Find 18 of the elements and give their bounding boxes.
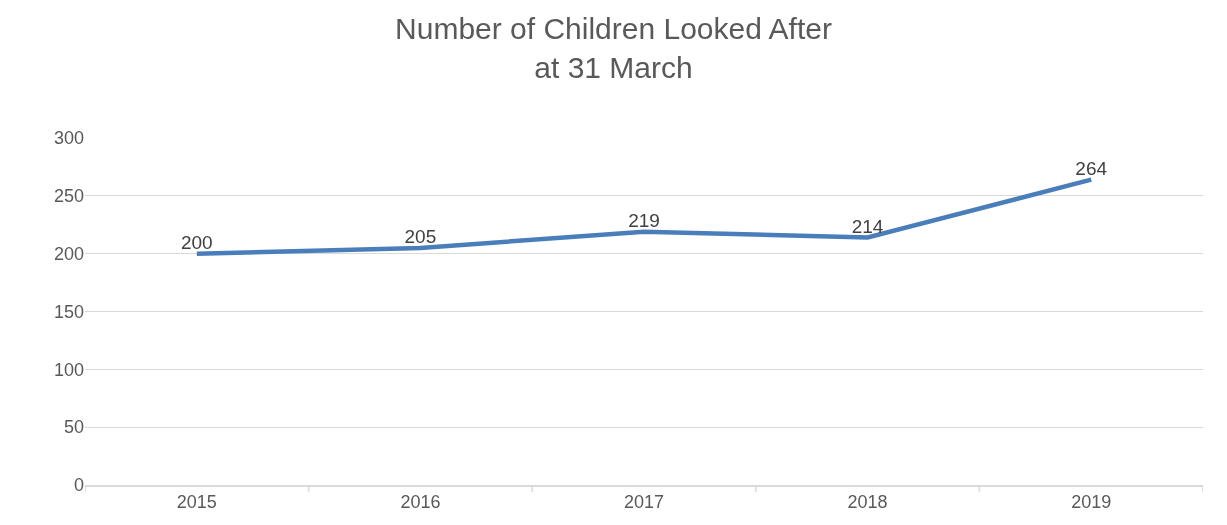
x-tick-label: 2015	[176, 492, 217, 513]
data-label: 264	[1075, 157, 1108, 179]
y-tick-label: 250	[53, 186, 84, 207]
data-label: 200	[180, 231, 213, 253]
y-tick-label: 100	[53, 359, 84, 380]
chart-title: Number of Children Looked After at 31 March	[395, 12, 832, 85]
data-label: 205	[404, 226, 437, 248]
x-tick-label: 2019	[1071, 492, 1112, 513]
y-tick-label: 0	[73, 475, 84, 496]
y-tick-label: 300	[53, 128, 84, 149]
x-tick-label: 2018	[847, 492, 888, 513]
data-label: 214	[851, 215, 884, 237]
x-tick-label: 2017	[623, 492, 665, 513]
y-tick-label: 50	[63, 417, 84, 438]
data-label: 219	[628, 209, 660, 231]
x-tick-label: 2016	[400, 492, 441, 513]
y-tick-label: 150	[53, 301, 84, 322]
y-tick-label: 200	[53, 243, 84, 264]
